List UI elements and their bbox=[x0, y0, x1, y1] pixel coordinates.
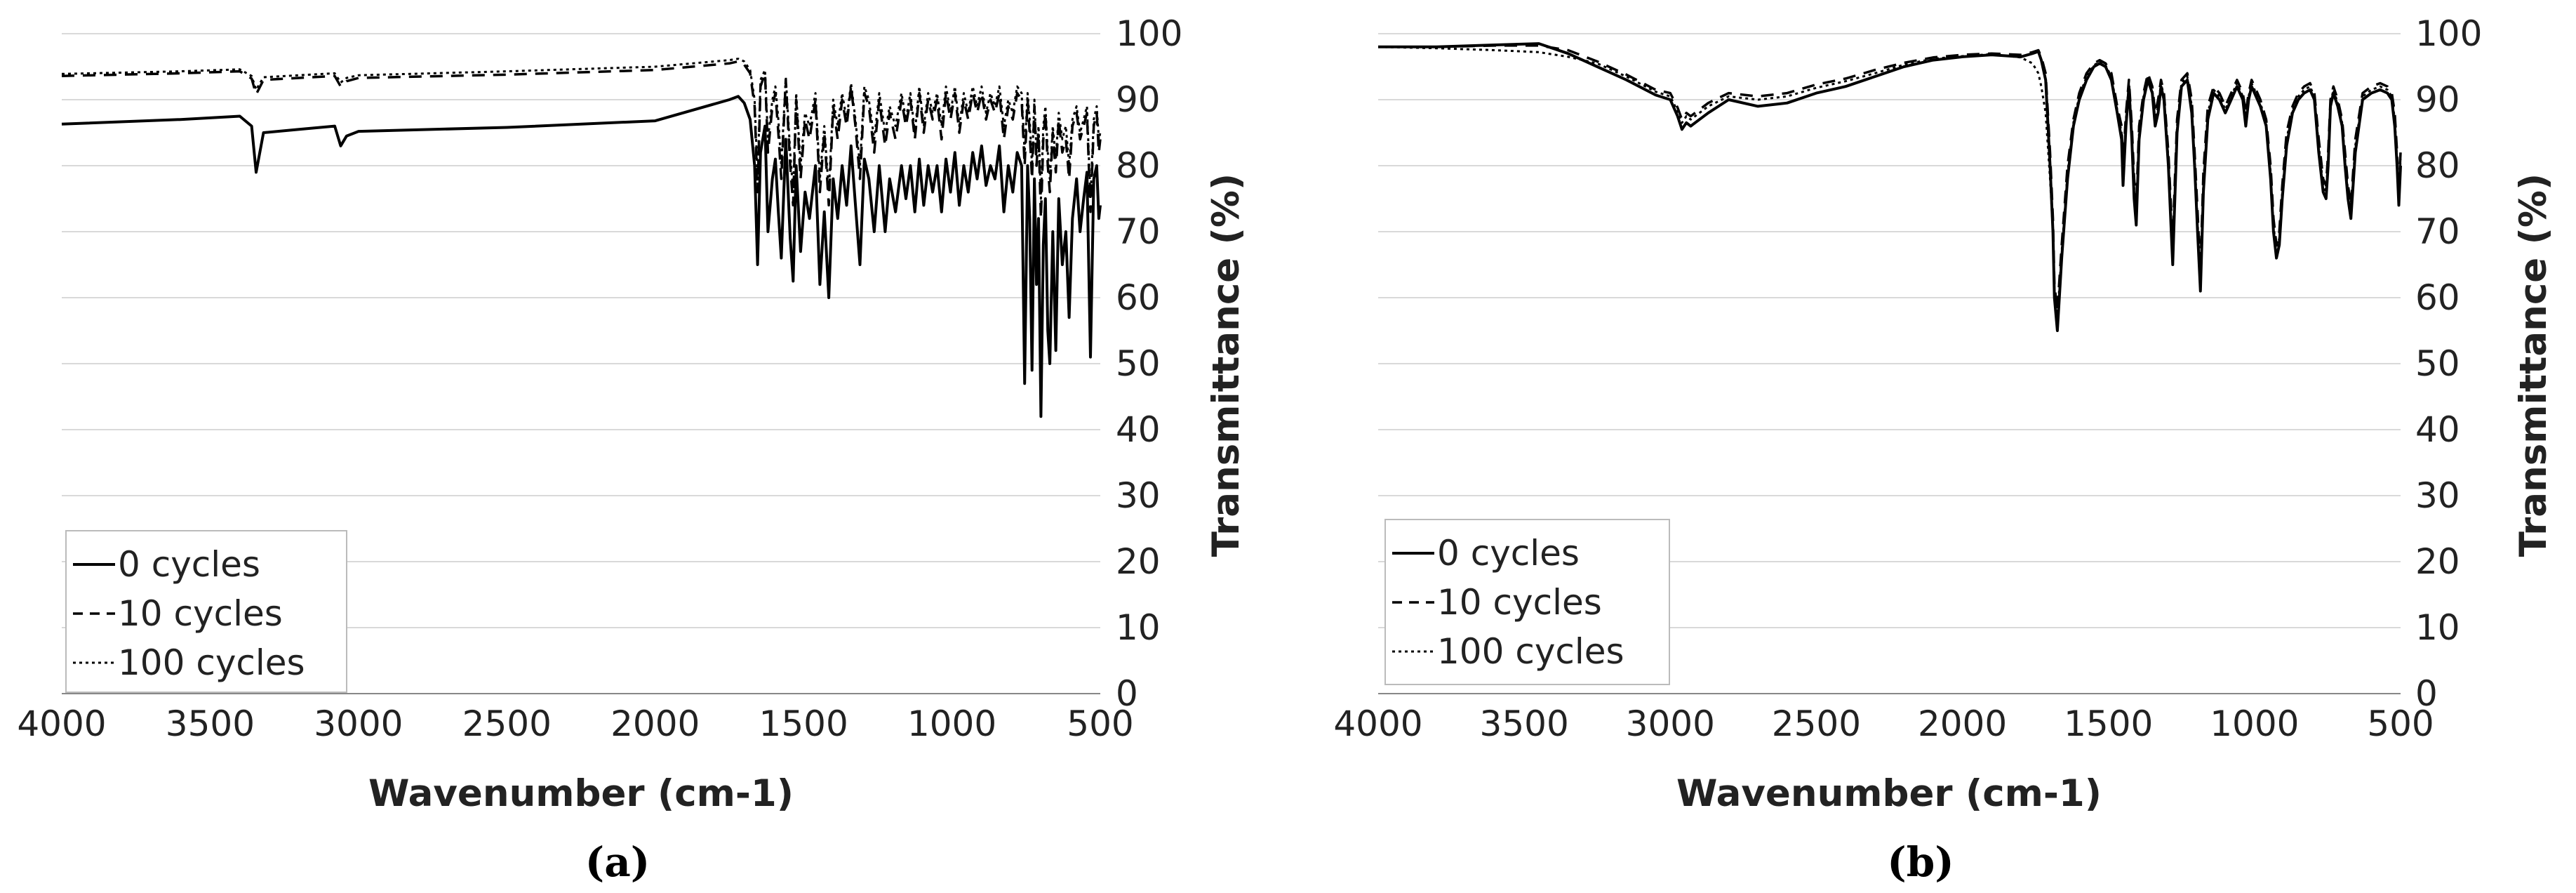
chart-a-legend: 0 cycles 10 cycles 100 cycles bbox=[65, 530, 347, 693]
chart-b-ytick-label: 90 bbox=[2415, 79, 2460, 120]
chart-panel-b: 0 10 20 30 40 50 60 70 80 90 100 4000 3500 3000 2500 20… bbox=[1288, 0, 2576, 893]
chart-b-xtick-label: 3500 bbox=[1480, 703, 1569, 744]
chart-b-xtick-label: 1000 bbox=[2210, 703, 2299, 744]
chart-a-xtick-label: 3500 bbox=[166, 703, 255, 744]
chart-b-series bbox=[1377, 42, 2402, 332]
chart-a-panel-label: (a) bbox=[585, 838, 650, 886]
chart-a-ytick-label: 90 bbox=[1116, 79, 1161, 120]
chart-a-xtick-label: 3000 bbox=[314, 703, 403, 744]
chart-b-ylabel: Transmittance (%) bbox=[2512, 173, 2555, 557]
chart-b-panel-label: (b) bbox=[1887, 838, 1954, 886]
chart-a-xtick-label: 1000 bbox=[907, 703, 996, 744]
chart-b-ytick-label: 50 bbox=[2415, 343, 2460, 384]
chart-a-ytick-label: 100 bbox=[1116, 13, 1182, 54]
chart-a-series-solid-line bbox=[61, 95, 1102, 418]
chart-b-xtick-label: 1500 bbox=[2064, 703, 2153, 744]
chart-a-ytick-label: 0 bbox=[1116, 673, 1138, 714]
chart-b-ticks: 0 10 20 30 40 50 60 70 80 90 100 4000 3500 3000 2500 20… bbox=[1333, 13, 2482, 744]
chart-a-ytick-label: 40 bbox=[1116, 409, 1161, 450]
chart-b-legend-label: 0 cycles bbox=[1437, 533, 1580, 574]
chart-a-ytick-label: 60 bbox=[1116, 277, 1161, 318]
chart-b-series-dotted-line bbox=[1377, 46, 2402, 319]
chart-b-legend: 0 cycles 10 cycles 100 cycles bbox=[1384, 519, 1670, 685]
chart-b-xtick-label: 3000 bbox=[1626, 703, 1715, 744]
chart-panel-a: 0 10 20 30 40 50 60 70 80 90 100 4000 3500 3000 2500 20… bbox=[17, 13, 1248, 886]
chart-b-ytick-label: 100 bbox=[2415, 13, 2482, 54]
chart-a-ytick-label: 70 bbox=[1116, 211, 1161, 252]
chart-b-xtick-label: 2000 bbox=[1918, 703, 2007, 744]
chart-b-legend-label: 100 cycles bbox=[1437, 631, 1624, 672]
chart-b-xtick-label: 2500 bbox=[1772, 703, 1861, 744]
chart-a-legend-label: 0 cycles bbox=[118, 544, 260, 585]
chart-b-ytick-label: 20 bbox=[2415, 541, 2460, 582]
chart-a-series bbox=[61, 58, 1102, 418]
chart-a-xtick-label: 500 bbox=[1067, 703, 1133, 744]
chart-a-xtick-label: 2000 bbox=[610, 703, 700, 744]
chart-a-ytick-label: 10 bbox=[1116, 607, 1161, 648]
chart-a-ylabel: Transmittance (%) bbox=[1205, 173, 1248, 557]
chart-b-ytick-label: 10 bbox=[2415, 607, 2460, 648]
chart-a-legend-box bbox=[65, 530, 347, 693]
chart-a-ytick-label: 20 bbox=[1116, 541, 1161, 582]
chart-b-ytick-label: 30 bbox=[2415, 475, 2460, 516]
chart-b-series-solid-line bbox=[1378, 42, 2402, 332]
chart-b-svg: 0 10 20 30 40 50 60 70 80 90 100 4000 3500 3000 2500 20… bbox=[1333, 13, 2555, 886]
chart-a-series-dotted-line bbox=[61, 58, 1102, 200]
chart-a-legend-label: 10 cycles bbox=[118, 593, 283, 634]
chart-a-xtick-label: 2500 bbox=[462, 703, 552, 744]
chart-a-xtick-label: 4000 bbox=[17, 703, 106, 744]
chart-b-ytick-label: 40 bbox=[2415, 409, 2460, 450]
chart-b-xtick-label: 500 bbox=[2367, 703, 2434, 744]
chart-b-legend-label: 10 cycles bbox=[1437, 582, 1602, 623]
chart-b-xlabel: Wavenumber (cm-1) bbox=[1676, 772, 2102, 815]
chart-b-ytick-label: 80 bbox=[2415, 145, 2460, 186]
chart-a-series-dashed-line bbox=[61, 60, 1102, 220]
chart-a-legend-label: 100 cycles bbox=[118, 642, 305, 683]
chart-a-ytick-label: 30 bbox=[1116, 475, 1161, 516]
chart-b-ytick-label: 0 bbox=[2415, 673, 2438, 714]
chart-b-ytick-label: 70 bbox=[2415, 211, 2460, 252]
chart-a-xlabel: Wavenumber (cm-1) bbox=[368, 772, 794, 815]
chart-b-series-dashed-line bbox=[1378, 44, 2402, 312]
chart-a-ytick-label: 80 bbox=[1116, 145, 1161, 186]
chart-b-xtick-label: 4000 bbox=[1333, 703, 1422, 744]
chart-b-ytick-label: 60 bbox=[2415, 277, 2460, 318]
chart-a-ticks: 0 10 20 30 40 50 60 70 80 90 100 4000 3500 3000 2500 20… bbox=[17, 13, 1182, 744]
chart-a-svg: 0 10 20 30 40 50 60 70 80 90 100 4000 3500 3000 2500 20… bbox=[17, 13, 1248, 886]
chart-a-xtick-label: 1500 bbox=[759, 703, 848, 744]
chart-a-ytick-label: 50 bbox=[1116, 343, 1161, 384]
